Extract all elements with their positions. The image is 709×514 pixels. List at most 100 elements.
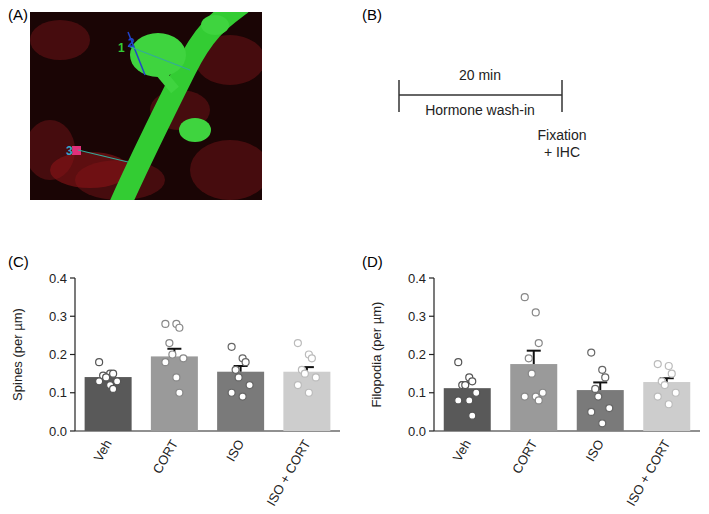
x-tick-label: CORT [509, 437, 540, 476]
micrograph [30, 12, 262, 200]
data-point [469, 378, 476, 385]
data-point [246, 382, 253, 389]
data-point [473, 389, 480, 396]
roi-label: 2 [128, 36, 135, 50]
y-tick-label: 0.0 [408, 424, 426, 439]
data-point [305, 389, 312, 396]
red-stain [190, 140, 262, 200]
data-point [162, 359, 169, 366]
data-point [606, 405, 613, 412]
dendrite [120, 12, 240, 200]
data-point [228, 343, 235, 350]
panel-label: (D) [362, 253, 383, 270]
figure: (A)123(B)20 minHormone wash-inFixation+ … [0, 0, 709, 514]
red-stain [50, 152, 130, 188]
data-point [462, 382, 469, 389]
data-point [599, 366, 606, 373]
data-point [96, 378, 103, 385]
data-point [166, 340, 173, 347]
x-tick-label: Veh [450, 437, 474, 464]
data-point [595, 393, 602, 400]
x-tick-label: Veh [91, 437, 115, 464]
data-point [654, 361, 661, 368]
bar [444, 388, 491, 431]
error-cap [167, 348, 181, 350]
data-point [521, 294, 528, 301]
data-point [232, 366, 239, 373]
y-tick-label: 0.3 [408, 309, 426, 324]
y-tick [429, 430, 434, 431]
data-point [592, 385, 599, 392]
panel-label: (A) [8, 6, 28, 23]
data-point [239, 393, 246, 400]
y-tick [429, 354, 434, 355]
data-point [588, 408, 595, 415]
red-stain [30, 20, 90, 60]
data-point [602, 374, 609, 381]
bar [577, 390, 624, 431]
timeline-tick [561, 80, 563, 112]
spine [201, 15, 229, 35]
data-point [539, 389, 546, 396]
error-cap [593, 381, 607, 383]
y-tick-label: 0.1 [49, 385, 67, 400]
y-tick-label: 0.3 [49, 309, 67, 324]
y-tick [70, 316, 75, 317]
error-stem [533, 351, 535, 364]
error-stem [599, 382, 601, 390]
data-point [169, 351, 176, 358]
data-point [110, 370, 117, 377]
data-point [525, 355, 532, 362]
y-tick-label: 0.1 [408, 385, 426, 400]
data-point [176, 389, 183, 396]
data-point [532, 309, 539, 316]
data-point [521, 393, 528, 400]
data-point [654, 393, 661, 400]
data-point [162, 320, 169, 327]
data-point [599, 420, 606, 427]
panel-label: (C) [8, 253, 29, 270]
x-tick-label: ISO [223, 437, 247, 464]
plot-area [444, 294, 691, 431]
x-tick-label: CORT [150, 437, 181, 476]
bar [151, 356, 198, 431]
bar [643, 382, 690, 431]
data-point [242, 359, 249, 366]
data-point [294, 340, 301, 347]
data-point [535, 397, 542, 404]
data-point [528, 370, 535, 377]
roi-label: 1 [118, 41, 125, 55]
measure-line [128, 46, 190, 70]
plot-area [85, 320, 331, 431]
data-point [455, 359, 462, 366]
data-point [469, 412, 476, 419]
roi-label: 3 [66, 144, 73, 158]
data-point [180, 355, 187, 362]
y-axis-label: Filopodia (per µm) [369, 302, 384, 408]
y-tick [429, 277, 434, 278]
x-tick-label: ISO + CORT [264, 437, 314, 508]
error-cap [527, 350, 541, 352]
data-point [110, 385, 117, 392]
y-tick-label: 0.4 [49, 271, 67, 286]
data-point [535, 340, 542, 347]
data-point [466, 397, 473, 404]
data-point [96, 359, 103, 366]
data-point [114, 378, 121, 385]
spine-neck [150, 60, 175, 90]
data-point [665, 401, 672, 408]
data-point [312, 374, 319, 381]
timeline-end: Fixation [537, 127, 586, 143]
panel-label: (B) [362, 6, 382, 23]
bar [85, 377, 132, 431]
y-tick [70, 430, 75, 431]
y-tick [429, 316, 434, 317]
x-tick-label: ISO [583, 437, 607, 464]
timeline-end: + IHC [544, 144, 580, 160]
data-point [455, 397, 462, 404]
data-point [103, 374, 110, 381]
data-point [668, 370, 675, 377]
y-tick-label: 0.2 [408, 347, 426, 362]
timeline-phase: Hormone wash-in [425, 102, 535, 118]
y-tick-label: 0.2 [49, 347, 67, 362]
